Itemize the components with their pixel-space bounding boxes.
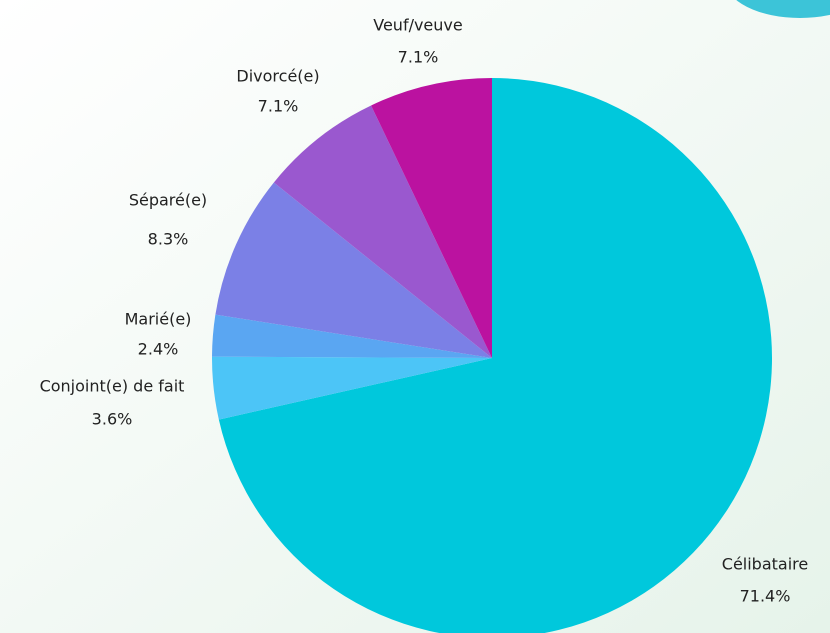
slice-value-label: 7.1% — [398, 48, 439, 67]
slice-value-label: 7.1% — [258, 97, 299, 116]
slice-label: Séparé(e) — [129, 191, 207, 210]
slice-label: Marié(e) — [125, 310, 192, 329]
slice-label: Célibataire — [722, 555, 808, 574]
pie-slice — [273, 105, 492, 358]
pie-slice — [212, 356, 492, 420]
slice-value-label: 71.4% — [740, 587, 791, 606]
slice-label: Veuf/veuve — [373, 16, 462, 35]
slice-value-label: 2.4% — [138, 340, 179, 359]
pie-slice — [218, 78, 772, 633]
pie-slice — [371, 78, 492, 358]
slice-value-label: 8.3% — [148, 230, 189, 249]
pie-slice — [215, 182, 492, 358]
slice-label: Divorcé(e) — [236, 67, 319, 86]
pie-slice — [212, 314, 492, 358]
slice-value-label: 3.6% — [92, 410, 133, 429]
decoration — [736, 0, 830, 18]
slice-label: Conjoint(e) de fait — [40, 377, 185, 396]
